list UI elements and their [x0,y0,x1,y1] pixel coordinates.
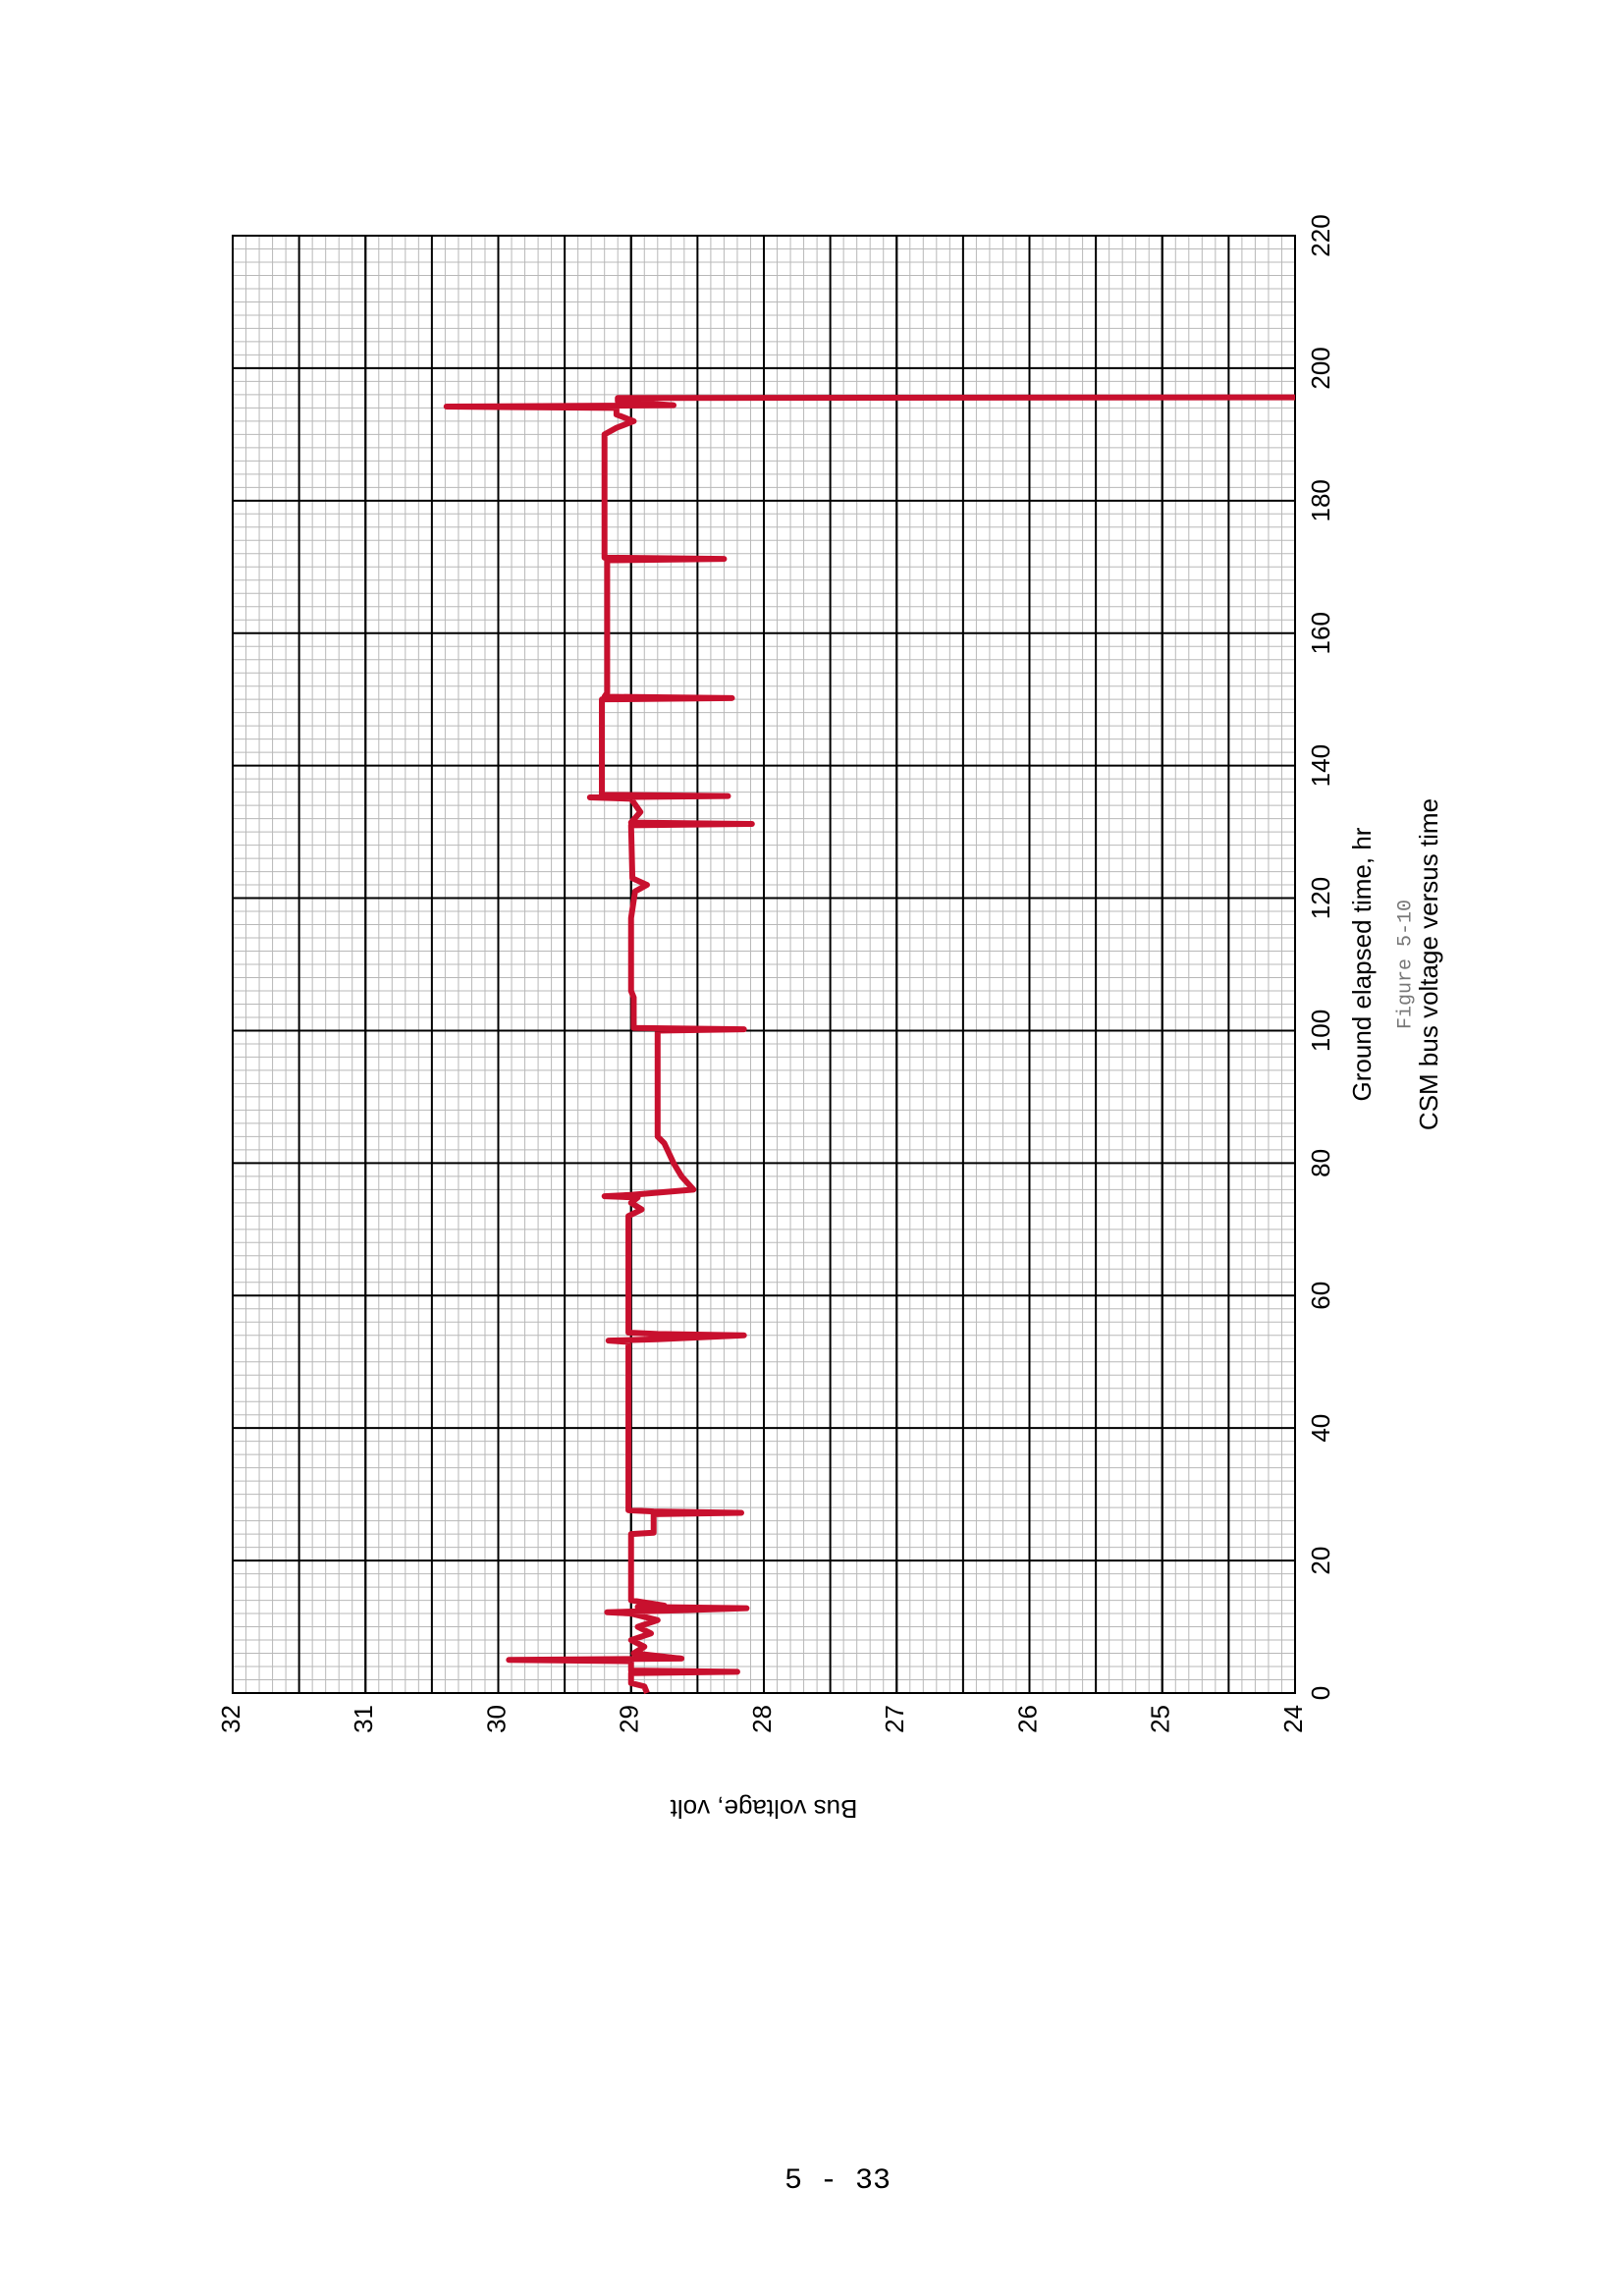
page-number: 5 - 33 [784,2164,891,2198]
data-line [443,394,1296,1695]
plot-frame [232,235,1296,1694]
x-tick-label: 0 [1306,1686,1335,1700]
x-tick-label: 20 [1306,1547,1335,1575]
figure-label: Figure 5-10 [1394,900,1417,1029]
x-tick-label: 100 [1306,1010,1335,1052]
y-axis-title: Bus voltage, volt [670,1794,858,1824]
chart-title: CSM bus voltage versus time [1414,798,1443,1130]
x-tick-label: 200 [1306,347,1335,389]
x-tick-label: 40 [1306,1414,1335,1443]
y-tick-label: 29 [615,1705,644,1733]
x-tick-label: 160 [1306,612,1335,654]
y-tick-label: 31 [349,1705,378,1733]
x-tick-label: 80 [1306,1149,1335,1177]
y-tick-label: 27 [880,1705,909,1733]
y-tick-label: 30 [481,1705,511,1733]
chart: 0 20 40 60 80 100 120 140 160 180 200 220 24 25 26 27 28… [216,214,1443,1824]
x-tick-label: 140 [1306,744,1335,787]
y-tick-label: 28 [747,1705,777,1733]
x-tick-label: 60 [1306,1282,1335,1310]
y-tick-label: 25 [1146,1705,1175,1733]
x-axis-title: Ground elapsed time, hr [1347,827,1377,1101]
x-tick-label: 220 [1306,214,1335,256]
y-tick-label: 32 [216,1705,245,1733]
y-tick-label: 24 [1278,1705,1308,1733]
y-tick-label: 26 [1012,1705,1042,1733]
x-tick-label: 120 [1306,877,1335,919]
x-tick-label: 180 [1306,479,1335,521]
